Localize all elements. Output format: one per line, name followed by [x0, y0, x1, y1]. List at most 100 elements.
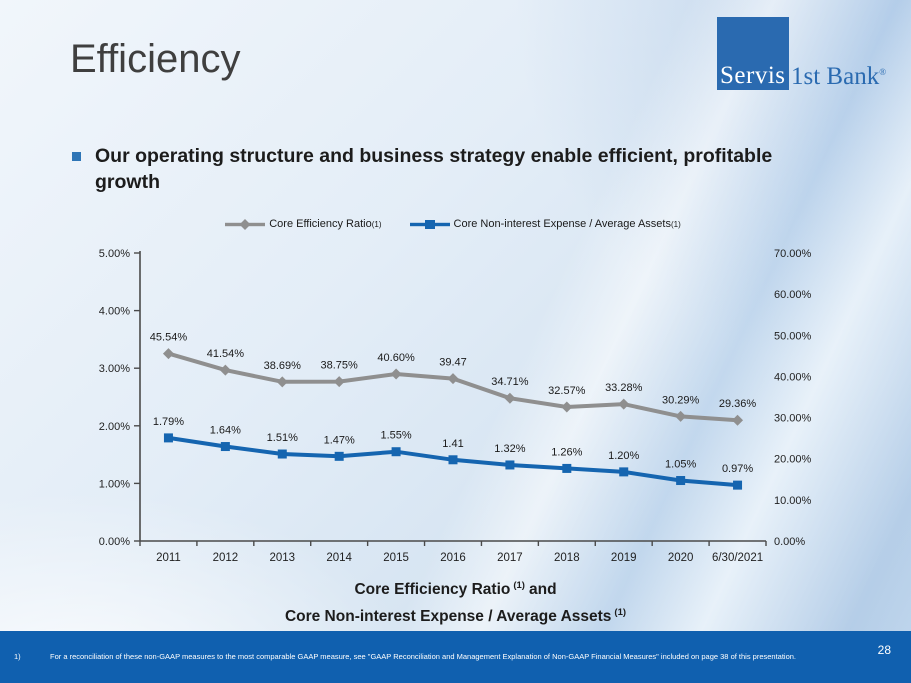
- blue-line-square-marker-icon: [409, 219, 450, 229]
- x-axis-category-label: 2016: [440, 552, 466, 564]
- diamond-marker-icon: [390, 368, 402, 380]
- data-point-label: 1.20%: [608, 450, 639, 462]
- data-point-label: 1.79%: [153, 416, 184, 428]
- data-point-label: 38.75%: [321, 360, 359, 372]
- bullet-point: Our operating structure and business str…: [72, 143, 792, 196]
- data-point-label: 30.29%: [662, 394, 700, 406]
- square-marker-icon: [391, 447, 401, 457]
- right-axis-tick-label: 70.00%: [774, 248, 812, 260]
- diamond-marker-icon: [618, 398, 630, 410]
- data-point-label: 29.36%: [719, 398, 757, 410]
- x-axis-category-label: 2020: [668, 552, 694, 564]
- registered-mark: ®: [879, 67, 887, 77]
- x-axis-category-label: 2014: [326, 552, 352, 564]
- legend-item-core-noninterest-expense: Core Non-interest Expense / Average Asse…: [409, 218, 681, 230]
- legend-item-core-efficiency-ratio: Core Efficiency Ratio (1): [225, 218, 382, 230]
- x-axis-category-label: 2017: [497, 552, 523, 564]
- x-axis-category-label: 2011: [156, 552, 181, 564]
- legend-footnote-sup: (1): [671, 219, 681, 229]
- square-marker-icon: [334, 451, 344, 461]
- data-point-label: 41.54%: [207, 348, 245, 360]
- data-point-label: 1.26%: [551, 446, 582, 458]
- square-marker-icon: [448, 455, 458, 465]
- data-point-label: 32.57%: [548, 385, 586, 397]
- data-point-label: 1.41: [442, 438, 463, 450]
- caption-line-1: Core Efficiency Ratio (1) and: [0, 574, 911, 601]
- caption-text: Core Efficiency Ratio: [354, 581, 511, 599]
- x-axis-category-label: 6/30/2021: [712, 552, 763, 564]
- square-marker-icon: [733, 480, 743, 490]
- square-marker-icon: [619, 467, 629, 477]
- diamond-marker-icon: [504, 392, 516, 404]
- x-axis-category-label: 2019: [611, 552, 637, 564]
- diamond-marker-icon: [276, 376, 288, 388]
- data-point-label: 38.69%: [264, 360, 302, 372]
- right-axis-tick-label: 0.00%: [774, 536, 805, 548]
- footnote-marker: 1): [14, 652, 21, 661]
- footer-bar: 1) For a reconciliation of these non-GAA…: [0, 631, 911, 683]
- left-axis-tick-label: 4.00%: [99, 306, 130, 318]
- data-point-label: 1.47%: [324, 434, 355, 446]
- left-axis-tick-label: 3.00%: [99, 363, 130, 375]
- left-axis-tick-label: 5.00%: [99, 248, 130, 260]
- chart-legend: Core Efficiency Ratio (1) Core Non-intere…: [140, 218, 766, 230]
- right-axis-tick-label: 50.00%: [774, 330, 812, 342]
- caption-line-2: Core Non-interest Expense / Average Asse…: [0, 601, 911, 628]
- diamond-marker-icon: [447, 373, 459, 385]
- gray-line-diamond-marker-icon: [225, 218, 266, 230]
- right-axis-tick-label: 30.00%: [774, 413, 812, 425]
- diamond-marker-icon: [162, 348, 174, 360]
- x-axis-category-label: 2012: [213, 552, 239, 564]
- bullet-text: Our operating structure and business str…: [95, 145, 773, 194]
- logo-servis-text: Servis: [720, 62, 786, 89]
- x-axis-category-label: 2018: [554, 552, 580, 564]
- legend-label: Core Efficiency Ratio: [269, 218, 372, 230]
- left-axis-tick-label: 0.00%: [99, 536, 130, 548]
- data-point-label: 1.64%: [210, 425, 241, 437]
- diamond-marker-icon: [561, 401, 573, 413]
- caption-footnote-sup: (1): [513, 580, 525, 591]
- data-point-label: 1.32%: [494, 443, 525, 455]
- diamond-marker-icon: [675, 410, 687, 422]
- data-point-label: 1.51%: [267, 432, 298, 444]
- x-axis-category-label: 2015: [383, 552, 409, 564]
- footnote-text: For a reconciliation of these non-GAAP m…: [50, 652, 797, 661]
- caption-text: and: [528, 581, 557, 599]
- square-marker-icon: [676, 476, 686, 486]
- logo-bank-text: 1st Bank®: [791, 63, 886, 91]
- page-number: 28: [877, 643, 891, 657]
- x-axis-category-label: 2013: [269, 552, 295, 564]
- square-marker-icon: [277, 449, 287, 459]
- bullet-square-icon: [72, 152, 81, 161]
- legend-label: Core Non-interest Expense / Average Asse…: [453, 218, 671, 230]
- data-point-label: 0.97%: [722, 463, 753, 475]
- data-point-label: 45.54%: [150, 332, 188, 344]
- right-axis-tick-label: 60.00%: [774, 289, 812, 301]
- slide-title: Efficiency: [70, 37, 241, 81]
- right-axis-tick-label: 10.00%: [774, 495, 812, 507]
- data-point-label: 39.47: [439, 357, 467, 369]
- data-point-label: 40.60%: [377, 352, 415, 364]
- square-marker-icon: [163, 433, 173, 443]
- data-point-label: 33.28%: [605, 382, 643, 394]
- right-axis-tick-label: 20.00%: [774, 454, 812, 466]
- diamond-marker-icon: [732, 414, 744, 426]
- diamond-marker-icon: [333, 376, 345, 388]
- logo-bank-label: 1st Bank: [791, 63, 880, 90]
- square-marker-icon: [505, 460, 515, 470]
- chart-caption: Core Efficiency Ratio (1) and Core Non-int…: [0, 574, 911, 628]
- legend-footnote-sup: (1): [371, 219, 382, 229]
- left-axis-tick-label: 1.00%: [99, 478, 130, 490]
- square-marker-icon: [562, 463, 572, 473]
- data-point-label: 34.71%: [491, 376, 529, 388]
- diamond-marker-icon: [219, 364, 231, 376]
- left-axis-tick-label: 2.00%: [99, 421, 130, 433]
- data-point-label: 1.55%: [380, 430, 411, 442]
- logo-square: Servis: [717, 17, 789, 90]
- caption-text: Core Non-interest Expense / Average Asse…: [284, 608, 612, 626]
- right-axis-tick-label: 40.00%: [774, 371, 812, 383]
- data-point-label: 1.05%: [665, 459, 696, 471]
- caption-footnote-sup: (1): [614, 607, 627, 619]
